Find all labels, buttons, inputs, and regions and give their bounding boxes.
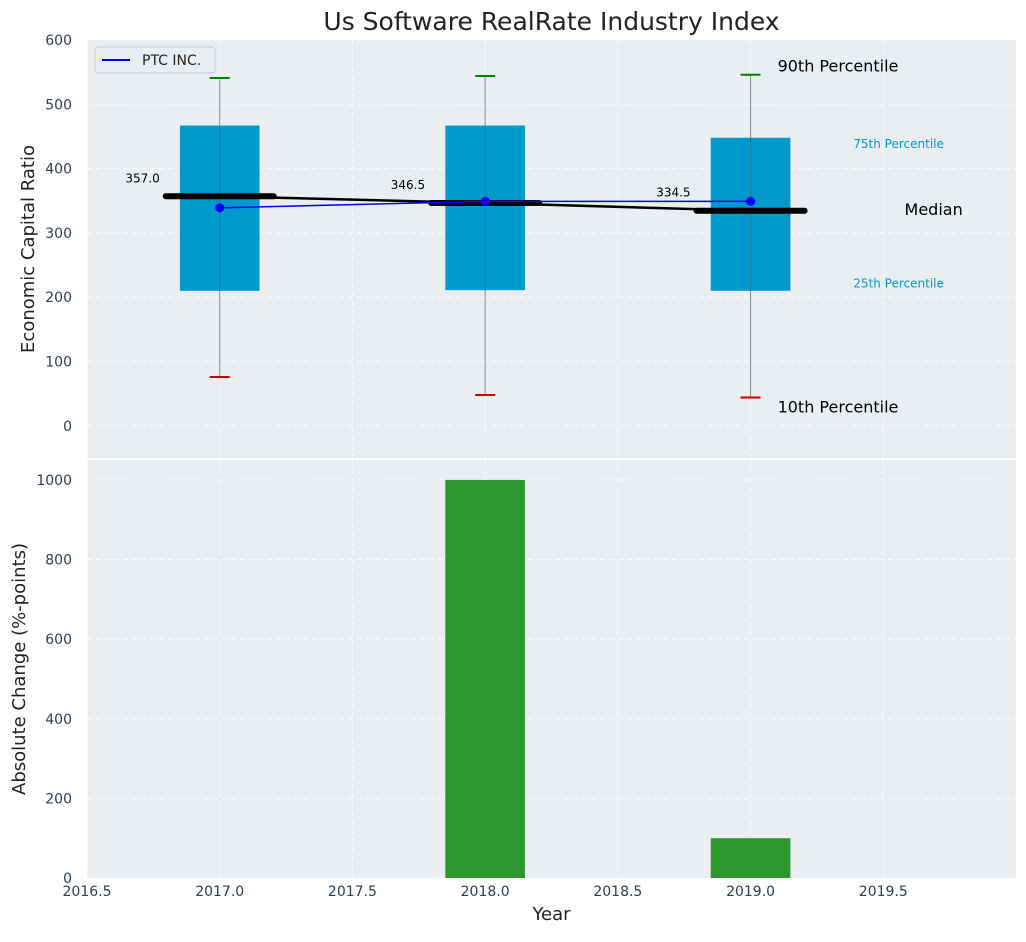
legend-label-ptc: PTC INC. [142, 53, 201, 69]
top-y-tick-label: 400 [45, 162, 72, 178]
chart-title: Us Software RealRate Industry Index [323, 7, 779, 36]
x-tick-label: 2019.5 [859, 884, 908, 900]
bottom-y-tick-label: 0 [63, 871, 72, 887]
x-tick-label: 2017.5 [328, 884, 377, 900]
top-y-axis-title: Economic Capital Ratio [18, 145, 39, 353]
top-y-tick-label: 100 [45, 355, 72, 371]
x-tick-label: 2016.5 [63, 884, 112, 900]
bottom-y-tick-label: 200 [45, 791, 72, 807]
top-y-tick-label: 0 [63, 419, 72, 435]
bottom-y-tick-label: 800 [45, 553, 72, 569]
annotation-p90: 90th Percentile [778, 57, 899, 76]
median-value-label: 346.5 [391, 178, 425, 192]
top-y-tick-label: 600 [45, 33, 72, 49]
series-point-ptc [746, 196, 756, 206]
x-tick-label: 2017.0 [195, 884, 244, 900]
change-bar [445, 479, 525, 878]
annotation-p75: 75th Percentile [853, 137, 944, 151]
bottom-y-axis-title: Absolute Change (%-points) [9, 543, 30, 795]
bottom-y-tick-label: 400 [45, 712, 72, 728]
top-y-tick-label: 300 [45, 226, 72, 242]
x-axis-title: Year [531, 904, 571, 925]
series-point-ptc [480, 196, 490, 206]
x-tick-label: 2018.0 [461, 884, 510, 900]
top-y-tick-label: 200 [45, 290, 72, 306]
x-tick-label: 2019.0 [726, 884, 775, 900]
annotation-median: Median [905, 200, 963, 219]
x-tick-label: 2018.5 [593, 884, 642, 900]
median-value-label: 357.0 [125, 171, 159, 185]
change-bar [710, 838, 791, 878]
top-y-tick-label: 500 [45, 97, 72, 113]
annotation-p25: 25th Percentile [853, 277, 944, 291]
annotation-p10: 10th Percentile [778, 398, 899, 417]
series-point-ptc [215, 203, 225, 213]
bottom-y-tick-label: 600 [45, 632, 72, 648]
bottom-panel-background [87, 460, 1016, 878]
median-value-label: 334.5 [656, 186, 690, 200]
bottom-y-tick-label: 1000 [36, 473, 72, 489]
legend-box [94, 46, 216, 74]
